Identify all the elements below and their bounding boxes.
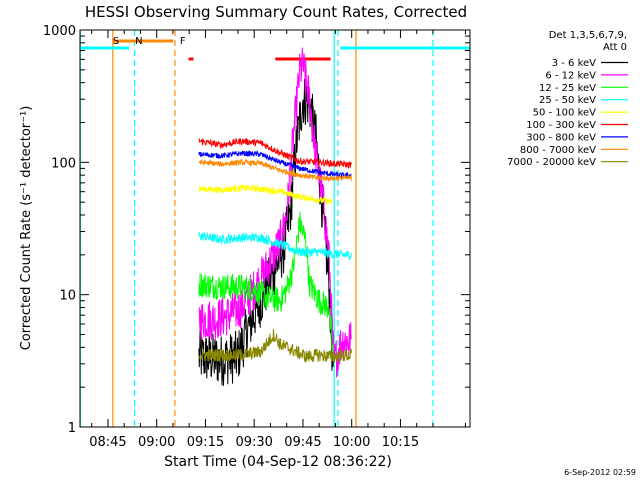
- series-line-2: [198, 47, 352, 379]
- y-tick-label-3: 1000: [43, 24, 76, 39]
- series-4: [198, 231, 352, 261]
- x-tick-label-3: 09:30: [235, 435, 272, 450]
- legend-label-6: 100 - 300 keV: [526, 120, 596, 131]
- series-line-5: [198, 183, 333, 206]
- x-tick-label-6: 10:15: [382, 435, 419, 450]
- series-line-9: [198, 329, 352, 363]
- x-tick-label-0: 08:45: [89, 435, 126, 450]
- series-line-1: [198, 78, 334, 386]
- x-tick-label-1: 09:00: [138, 435, 175, 450]
- legend-label-1: 3 - 6 keV: [552, 58, 596, 69]
- annotation-letter-s: S: [113, 36, 119, 47]
- legend-header-1: Att 0: [603, 42, 627, 53]
- annotation-letter-f: F: [180, 36, 186, 47]
- series-7: [198, 150, 352, 179]
- timestamp: 6-Sep-2012 02:59: [564, 468, 636, 477]
- x-axis-label: Start Time (04-Sep-12 08:36:22): [164, 454, 392, 470]
- chart-title: HESSI Observing Summary Count Rates, Cor…: [85, 3, 467, 21]
- series-3: [198, 211, 334, 360]
- legend-label-7: 300 - 800 keV: [526, 132, 596, 143]
- legend-label-4: 25 - 50 keV: [539, 95, 596, 106]
- series-line-7: [198, 150, 352, 179]
- legend-label-2: 6 - 12 keV: [545, 70, 596, 81]
- legend-label-8: 800 - 7000 keV: [520, 145, 596, 156]
- series-9: [198, 329, 352, 363]
- series-1: [198, 78, 334, 386]
- x-tick-label-5: 10:00: [333, 435, 370, 450]
- series-2: [198, 47, 352, 379]
- plot-frame: [79, 29, 471, 428]
- annotation-letter-n: N: [135, 36, 142, 47]
- observing-annotations: [80, 30, 470, 427]
- y-axis-label: Corrected Count Rate (s⁻¹ detector⁻¹): [19, 106, 34, 351]
- y-tick-label-1: 10: [59, 289, 76, 304]
- legend-label-3: 12 - 25 keV: [539, 83, 596, 94]
- x-tick-label-2: 09:15: [187, 435, 224, 450]
- axis-ticks: 08:45 09:00 09:15 09:30 09:45 10:00 10:15 1 10 10…: [43, 24, 470, 450]
- y-tick-label-0: 1: [68, 421, 76, 436]
- series-line-8: [198, 158, 352, 183]
- legend-label-5: 50 - 100 keV: [533, 108, 597, 119]
- series-line-6: [198, 137, 352, 170]
- x-tick-label-4: 09:45: [284, 435, 321, 450]
- series-5: [198, 183, 333, 206]
- series-8: [198, 158, 352, 183]
- legend-header-0: Det 1,3,5,6,7,9,: [549, 30, 627, 41]
- series-layer: [198, 47, 352, 386]
- legend-label-9: 7000 - 20000 keV: [507, 157, 596, 168]
- series-line-4: [198, 231, 352, 261]
- series-6: [198, 137, 352, 170]
- series-line-3: [198, 211, 334, 360]
- y-tick-label-2: 100: [51, 156, 76, 171]
